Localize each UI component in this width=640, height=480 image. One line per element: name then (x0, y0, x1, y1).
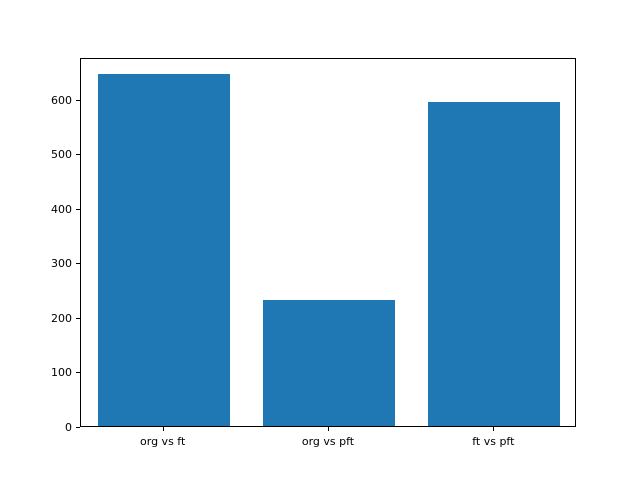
y-tick-mark (76, 317, 80, 319)
y-tick-label: 200 (51, 311, 72, 325)
bar-org-vs-ft (97, 74, 230, 426)
y-tick-mark (76, 263, 80, 265)
y-tick-mark (76, 154, 80, 156)
x-tick-label: org vs pft (301, 435, 355, 448)
x-tick-mark (162, 427, 164, 431)
x-tick-mark (328, 427, 329, 431)
y-tick-label: 600 (51, 93, 72, 107)
y-tick-mark (76, 208, 80, 210)
y-tick-label: 300 (51, 257, 72, 271)
y-tick-label: 100 (51, 366, 72, 380)
y-tick-mark (76, 99, 80, 101)
y-tick-label: 0 (65, 421, 72, 434)
y-tick-mark (76, 372, 80, 374)
bar-org-vs-pft (262, 299, 396, 426)
x-tick-label: ft vs pft (472, 435, 515, 448)
plot-area (80, 58, 576, 427)
y-tick-label: 400 (51, 202, 72, 216)
x-tick-label: org vs ft (140, 435, 186, 448)
y-tick-label: 500 (51, 148, 72, 162)
x-tick-mark (493, 427, 495, 431)
y-tick-mark (76, 427, 80, 428)
bar-ft-vs-pft (428, 101, 561, 426)
